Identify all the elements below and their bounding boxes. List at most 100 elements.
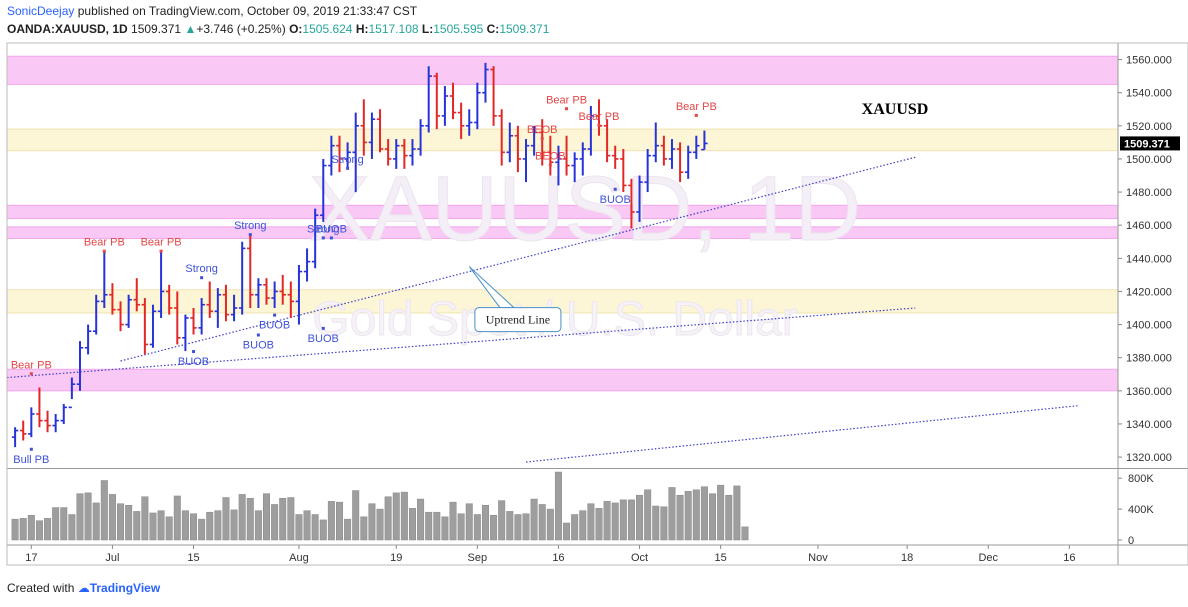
volume-bar-6 xyxy=(60,507,68,541)
volume-bar-21 xyxy=(181,510,189,541)
ohlc-bar-27 xyxy=(230,294,238,322)
ohlc-bar-66 xyxy=(547,135,554,176)
ohlc-bar-18 xyxy=(157,251,165,318)
annotation-marker-6 xyxy=(256,333,260,337)
ohlc-bar-61 xyxy=(506,122,514,163)
time-tick-label: Dec xyxy=(978,552,998,564)
annotation-marker-9 xyxy=(321,236,325,240)
volume-bar-16 xyxy=(141,496,149,541)
volume-bar-86 xyxy=(709,493,717,541)
ohlc-bar-38 xyxy=(320,158,327,222)
last-price-readout: 1509.371 xyxy=(131,22,182,36)
time-tick-label: Nov xyxy=(808,552,828,564)
volume-bar-0 xyxy=(11,518,19,541)
annotation-marker-15 xyxy=(565,107,569,111)
tradingview-link[interactable]: TradingView xyxy=(89,581,161,595)
volume-bar-89 xyxy=(733,485,741,541)
volume-bar-5 xyxy=(52,507,60,541)
ohlc-bar-80 xyxy=(660,135,668,166)
volume-bar-54 xyxy=(449,501,457,541)
volume-bar-77 xyxy=(636,494,644,541)
ohlc-bar-25 xyxy=(214,288,222,328)
ohlc-bar-70 xyxy=(579,142,587,176)
ohlc-bar-8 xyxy=(76,341,84,391)
ohlc-bar-74 xyxy=(611,145,619,169)
annotation-marker-18 xyxy=(694,113,698,117)
ohlc-bar-58 xyxy=(482,62,489,103)
ohlc-bar-62 xyxy=(514,125,522,173)
volume-bar-25 xyxy=(214,510,222,541)
ohlc-bar-9 xyxy=(84,324,92,355)
volume-bar-70 xyxy=(579,510,587,541)
volume-bar-68 xyxy=(563,522,571,541)
volume-bar-43 xyxy=(360,516,368,541)
ohlc-bar-68 xyxy=(563,135,570,176)
volume-bar-61 xyxy=(506,511,514,541)
volume-bar-11 xyxy=(100,480,108,541)
volume-bar-26 xyxy=(222,497,230,541)
volume-bar-34 xyxy=(287,497,295,541)
time-tick-label: 15 xyxy=(187,552,199,564)
volume-bar-84 xyxy=(692,489,700,541)
volume-bar-42 xyxy=(352,490,360,541)
ohlc-bar-33 xyxy=(279,274,286,305)
volume-bar-52 xyxy=(433,511,441,541)
uptrend-callout[interactable]: Uptrend Line xyxy=(468,266,562,333)
price-tick-label: 1420.000 xyxy=(1126,286,1172,298)
price-tick-label: 1500.000 xyxy=(1126,154,1172,166)
volume-bar-31 xyxy=(263,493,270,541)
volume-bar-18 xyxy=(157,510,165,541)
annotation-label-15: Bear PB xyxy=(546,94,587,106)
volume-bar-24 xyxy=(206,511,214,541)
annotation-marker-14 xyxy=(548,163,552,167)
trendlines[interactable] xyxy=(6,156,1078,463)
tradingview-logo-icon: ☁ xyxy=(77,581,90,595)
volume-bar-75 xyxy=(619,499,627,541)
chart-title: XAUUSD xyxy=(862,101,929,118)
author-link[interactable]: SonicDeejay xyxy=(7,4,75,18)
ohlc-bar-1 xyxy=(19,420,27,441)
volume-bar-9 xyxy=(84,492,92,541)
volume-axis: 800K 400K 0 xyxy=(1118,473,1154,547)
volume-bar-87 xyxy=(717,484,725,541)
price-axis[interactable]: 1560.000 1540.000 1520.000 1500.000 1480.000… xyxy=(1118,55,1172,465)
close-label: C: xyxy=(486,22,500,36)
volume-bar-39 xyxy=(327,501,335,541)
ohlc-bar-20 xyxy=(174,291,181,345)
volume-bar-71 xyxy=(587,503,595,541)
annotation-label-5: BUOB xyxy=(178,356,209,368)
price-tick-label: 1320.000 xyxy=(1126,452,1172,464)
ohlc-bar-76 xyxy=(628,178,635,229)
annotation-label-10: BUOB xyxy=(316,223,347,235)
volume-bar-47 xyxy=(392,492,400,541)
annotation-marker-10 xyxy=(329,236,333,240)
volume-bar-57 xyxy=(473,514,481,541)
ohlc-bar-10 xyxy=(92,294,100,335)
volume-bar-80 xyxy=(660,506,668,541)
ohlc-bar-46 xyxy=(384,139,392,166)
ohlc-bar-81 xyxy=(668,139,676,169)
volume-bar-82 xyxy=(676,494,684,541)
annotation-marker-0 xyxy=(29,447,33,451)
ohlc-bar-39 xyxy=(328,135,335,176)
volume-bar-19 xyxy=(165,516,173,541)
annotation-label-4: Strong xyxy=(185,263,217,275)
volume-tick-label: 0 xyxy=(1128,535,1134,547)
ohlc-bar-57 xyxy=(474,82,481,130)
annotation-marker-13 xyxy=(540,137,544,141)
ohlc-bar-34 xyxy=(287,281,295,318)
time-axis[interactable]: 17 Jul 15 Aug 19 Sep 16 Oct 15 Nov 18 Dec 16 xyxy=(25,545,1075,564)
created-with-label: Created with xyxy=(7,581,75,595)
ohlc-bar-77 xyxy=(636,175,643,222)
publish-info: SonicDeejay published on TradingView.com… xyxy=(7,4,417,18)
ohlc-bar-59 xyxy=(490,66,497,126)
symbol-label[interactable]: OANDA:XAUUSD, 1D xyxy=(7,22,128,36)
ohlc-bar-44 xyxy=(368,112,376,159)
ohlc-bar-75 xyxy=(620,149,627,193)
volume-bar-56 xyxy=(465,503,473,541)
volume-bar-2 xyxy=(27,515,35,541)
volume-bar-7 xyxy=(68,514,76,541)
annotation-marker-4 xyxy=(200,276,204,280)
volume-bar-76 xyxy=(627,499,635,541)
